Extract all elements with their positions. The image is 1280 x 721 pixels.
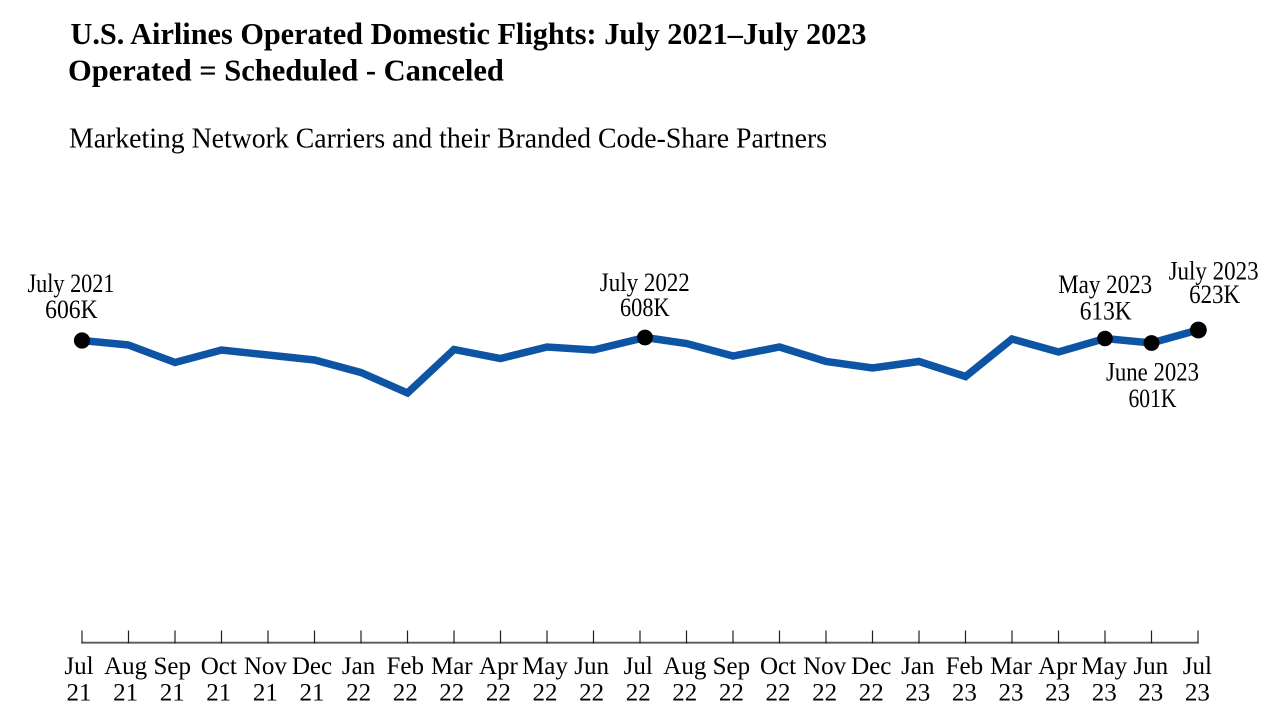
svg-text:23: 23 (905, 680, 930, 707)
svg-text:23: 23 (1045, 680, 1070, 707)
svg-text:Jun: Jun (1133, 653, 1168, 680)
svg-text:Operated = Scheduled - Cancele: Operated = Scheduled - Canceled (68, 54, 504, 88)
svg-text:623K: 623K (1189, 280, 1240, 309)
svg-text:Mar: Mar (431, 653, 473, 680)
svg-text:608K: 608K (620, 293, 670, 322)
svg-text:22: 22 (533, 680, 558, 707)
svg-text:22: 22 (626, 680, 651, 707)
svg-text:Marketing Network Carriers and: Marketing Network Carriers and their Bra… (69, 123, 827, 155)
svg-text:Feb: Feb (386, 653, 424, 680)
svg-text:Mar: Mar (990, 653, 1032, 680)
svg-text:Sep: Sep (713, 653, 751, 680)
svg-text:613K: 613K (1080, 297, 1132, 326)
svg-text:21: 21 (160, 680, 185, 707)
svg-text:Jan: Jan (901, 653, 935, 680)
svg-text:May 2023: May 2023 (1058, 270, 1152, 299)
svg-text:21: 21 (300, 680, 325, 707)
svg-text:23: 23 (999, 680, 1024, 707)
svg-text:Jul: Jul (64, 653, 93, 680)
svg-text:Apr: Apr (479, 653, 519, 680)
svg-text:Dec: Dec (292, 653, 332, 680)
svg-text:21: 21 (206, 680, 231, 707)
svg-text:Jul: Jul (624, 653, 653, 680)
svg-text:May: May (522, 653, 568, 680)
svg-text:22: 22 (579, 680, 604, 707)
svg-text:21: 21 (253, 680, 278, 707)
svg-text:606K: 606K (45, 295, 98, 324)
svg-text:22: 22 (346, 680, 371, 707)
svg-text:21: 21 (67, 680, 92, 707)
svg-text:22: 22 (486, 680, 511, 707)
svg-text:May: May (1081, 653, 1127, 680)
svg-text:22: 22 (766, 680, 791, 707)
svg-text:Sep: Sep (153, 653, 191, 680)
svg-text:July 2022: July 2022 (600, 268, 690, 297)
svg-text:U.S. Airlines Operated Domesti: U.S. Airlines Operated Domestic Flights:… (71, 17, 867, 51)
svg-text:Oct: Oct (760, 653, 796, 680)
svg-text:Dec: Dec (851, 653, 891, 680)
svg-text:Jan: Jan (342, 653, 376, 680)
svg-text:July 2021: July 2021 (28, 269, 115, 298)
svg-text:23: 23 (952, 680, 977, 707)
svg-text:Feb: Feb (946, 653, 984, 680)
svg-text:Aug: Aug (663, 653, 707, 680)
svg-text:22: 22 (812, 680, 837, 707)
svg-text:Apr: Apr (1038, 653, 1078, 680)
svg-text:23: 23 (1138, 680, 1163, 707)
svg-text:Nov: Nov (803, 653, 847, 680)
svg-text:22: 22 (672, 680, 697, 707)
svg-text:22: 22 (859, 680, 884, 707)
svg-text:601K: 601K (1129, 384, 1177, 413)
svg-text:Oct: Oct (201, 653, 237, 680)
svg-text:22: 22 (719, 680, 744, 707)
svg-text:Aug: Aug (104, 653, 148, 680)
svg-text:Jun: Jun (574, 653, 609, 680)
svg-text:July 2023: July 2023 (1169, 256, 1259, 285)
svg-text:June 2023: June 2023 (1106, 357, 1199, 386)
svg-text:22: 22 (393, 680, 418, 707)
svg-text:Nov: Nov (244, 653, 288, 680)
svg-text:Jul: Jul (1183, 653, 1212, 680)
svg-text:22: 22 (439, 680, 464, 707)
svg-text:23: 23 (1092, 680, 1117, 707)
svg-text:23: 23 (1185, 680, 1210, 707)
svg-text:21: 21 (113, 680, 138, 707)
